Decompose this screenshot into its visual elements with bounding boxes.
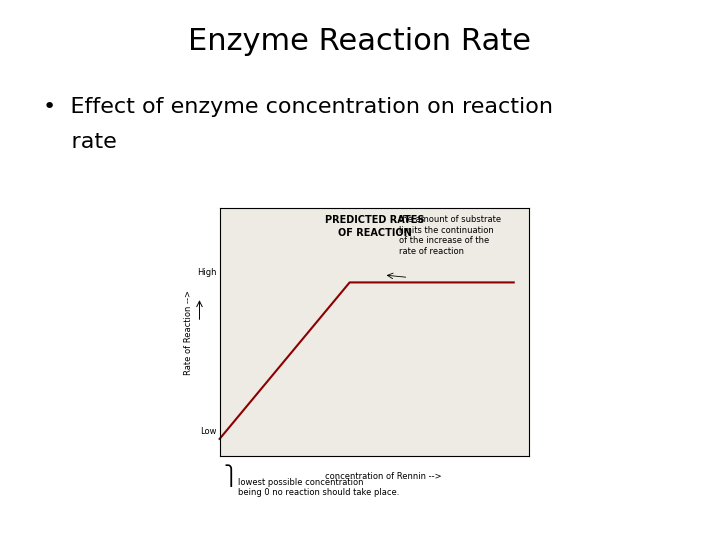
Text: concentration of Rennin -->: concentration of Rennin --> xyxy=(325,472,442,482)
Text: the amount of substrate
limits the continuation
of the increase of the
rate of r: the amount of substrate limits the conti… xyxy=(399,215,501,255)
Text: Rate of Reaction -->: Rate of Reaction --> xyxy=(184,289,193,375)
Text: Enzyme Reaction Rate: Enzyme Reaction Rate xyxy=(189,27,531,56)
Text: ⎫: ⎫ xyxy=(223,464,238,487)
Text: Low: Low xyxy=(200,428,217,436)
Text: lowest possible concentration
being 0 no reaction should take place.: lowest possible concentration being 0 no… xyxy=(238,478,399,497)
Text: •  Effect of enzyme concentration on reaction: • Effect of enzyme concentration on reac… xyxy=(43,97,553,117)
Text: High: High xyxy=(197,268,217,278)
Text: PREDICTED RATES
OF REACTION: PREDICTED RATES OF REACTION xyxy=(325,215,424,238)
Text: rate: rate xyxy=(43,132,117,152)
